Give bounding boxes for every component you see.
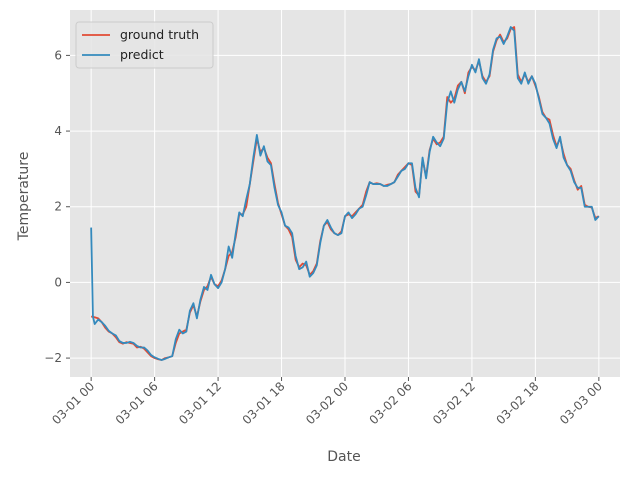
y-axis: −2 0 2 4 6 — [44, 48, 70, 365]
legend: ground truth predict — [75, 21, 214, 69]
x-axis-label: Date — [327, 449, 360, 465]
legend-box — [75, 21, 214, 69]
y-tick-label: −2 — [44, 351, 62, 365]
series-line-predict — [90, 26, 600, 361]
y-axis-label: Temperature — [16, 152, 32, 242]
y-tick-label: 2 — [54, 200, 62, 214]
y-tick-label: 4 — [54, 124, 62, 138]
grid — [70, 10, 620, 377]
legend-label-ground-truth: ground truth — [120, 27, 199, 42]
legend-label-predict: predict — [120, 47, 164, 62]
y-tick-label: 6 — [54, 48, 62, 62]
series-layer — [90, 26, 600, 361]
y-tick-label: 0 — [54, 275, 62, 289]
